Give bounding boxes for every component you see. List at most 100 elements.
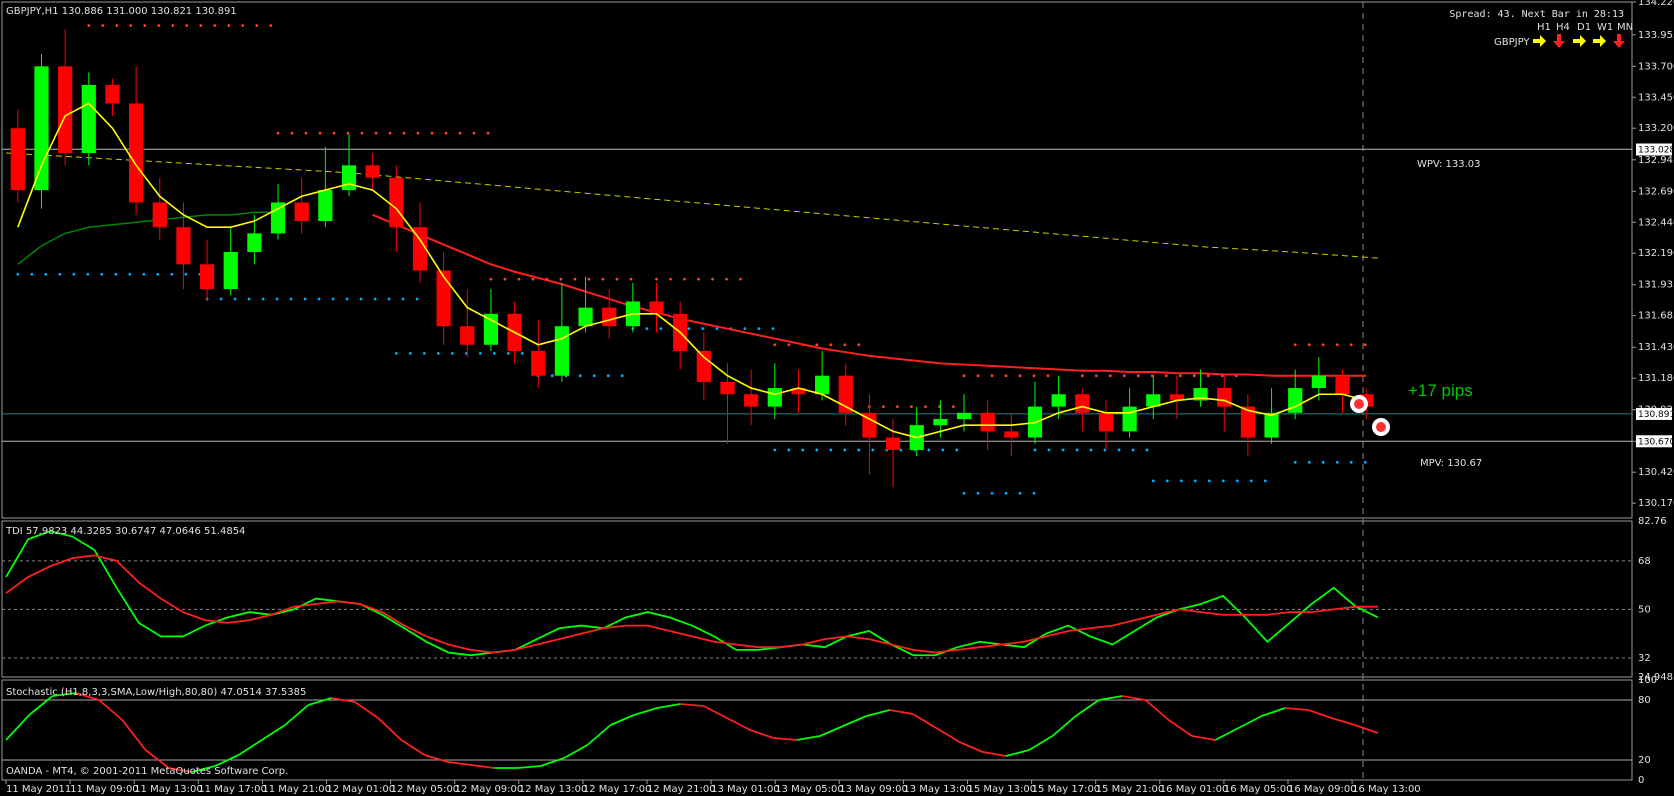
pivot-low-dot	[303, 297, 307, 301]
candle-body[interactable]	[1075, 394, 1090, 413]
pivot-high-dot	[290, 131, 294, 135]
candle-body[interactable]	[815, 375, 830, 395]
price-tick-label: 131.180	[1638, 373, 1674, 384]
pivot-low-dot	[289, 297, 293, 301]
price-tick-label: 133.700	[1638, 61, 1674, 72]
candle-body[interactable]	[412, 227, 428, 271]
pivot-high-dot	[559, 277, 563, 281]
candle-body[interactable]	[34, 66, 49, 191]
candle-body[interactable]	[1098, 412, 1114, 432]
candle-body[interactable]	[578, 307, 593, 327]
pivot-low-dot	[606, 374, 610, 378]
candle-body[interactable]	[223, 251, 238, 290]
pivot-high-dot	[601, 277, 605, 281]
time-tick-label: 11 May 2011	[6, 784, 71, 795]
candle-body[interactable]	[318, 190, 333, 222]
pivot-high-dot	[1206, 374, 1210, 378]
pivot-low-dot	[990, 491, 994, 495]
pivot-low-dot	[506, 352, 510, 355]
price-tick-label: 131.685	[1638, 311, 1674, 322]
candle-body[interactable]	[199, 264, 215, 290]
candle-body[interactable]	[1193, 388, 1208, 401]
candle-body[interactable]	[460, 326, 475, 345]
candle-body[interactable]	[1122, 406, 1137, 432]
candle-body[interactable]	[838, 375, 853, 413]
candle-body[interactable]	[1004, 431, 1019, 438]
stoch-segment	[191, 765, 216, 773]
stoch-segment	[680, 703, 704, 707]
candle-body[interactable]	[58, 66, 73, 153]
stoch-panel[interactable]	[1, 679, 1633, 781]
stoch-tick-label: 100	[1638, 675, 1657, 686]
candle-body[interactable]	[365, 165, 380, 178]
pivot-high-dot	[241, 24, 245, 27]
candle-body[interactable]	[341, 165, 357, 191]
candle-body[interactable]	[129, 103, 144, 203]
pivot-low-dot	[843, 448, 847, 452]
candle-body[interactable]	[270, 202, 286, 234]
price-marker-box	[1636, 435, 1672, 448]
candle-body[interactable]	[531, 350, 546, 376]
symbol-header: GBPJPY,H1 130.886 131.000 130.821 130.89…	[6, 6, 237, 17]
candle-body[interactable]	[1169, 394, 1185, 401]
candle-body[interactable]	[247, 233, 262, 252]
candle-body[interactable]	[720, 381, 735, 395]
price-tick-label: 133.200	[1638, 123, 1674, 134]
candle-body[interactable]	[10, 128, 25, 191]
candle-body[interactable]	[1240, 406, 1255, 438]
trade-exit-marker[interactable]	[1372, 418, 1390, 436]
candle-body[interactable]	[152, 202, 167, 228]
stoch-segment	[75, 692, 100, 701]
pivot-high-dot	[374, 131, 378, 135]
candle-body[interactable]	[744, 394, 759, 407]
candle-body[interactable]	[1051, 394, 1066, 407]
candle-body[interactable]	[554, 326, 569, 376]
time-tick-label: 13 May 05:00	[775, 784, 844, 795]
pivot-low-dot	[58, 272, 62, 276]
stoch-segment	[1051, 715, 1077, 737]
pivot-low-dot	[478, 352, 482, 355]
main-panel[interactable]	[1, 1, 1633, 519]
candle-body[interactable]	[436, 270, 451, 327]
candle-body[interactable]	[1264, 412, 1279, 438]
candle-body[interactable]	[1288, 388, 1303, 413]
pivot-high-dot	[962, 374, 966, 378]
candle-body[interactable]	[1146, 394, 1161, 407]
tdi-panel[interactable]	[1, 520, 1633, 678]
pivot-low-dot	[1307, 460, 1311, 464]
candle-body[interactable]	[483, 313, 499, 345]
pivot-low-dot	[1018, 491, 1022, 495]
stoch-segment	[1098, 695, 1123, 701]
pivot-low-dot	[1235, 479, 1239, 483]
candle-body[interactable]	[791, 388, 806, 395]
candle-body[interactable]	[176, 227, 191, 265]
candle-body[interactable]	[696, 350, 711, 382]
candle-body[interactable]	[933, 419, 948, 426]
candle-body[interactable]	[81, 84, 96, 153]
candle-body[interactable]	[862, 412, 877, 438]
candle-body[interactable]	[1335, 375, 1350, 395]
candle-body[interactable]	[885, 437, 901, 450]
arrow-right-icon	[1573, 35, 1586, 47]
candle-body[interactable]	[294, 202, 309, 222]
candle-body[interactable]	[980, 412, 995, 432]
candle-body[interactable]	[602, 307, 617, 327]
arrow-right-icon	[1593, 35, 1606, 47]
candle-body[interactable]	[105, 84, 120, 104]
price-tick-label: 132.945	[1638, 155, 1674, 166]
candle-body[interactable]	[389, 177, 404, 228]
pivot-low-dot	[771, 327, 775, 331]
candle-body[interactable]	[1311, 375, 1326, 389]
pivot-high-dot	[1004, 374, 1008, 378]
candle-body[interactable]	[649, 301, 664, 314]
stoch-segment	[912, 713, 937, 729]
pivot-low-dot	[492, 352, 496, 355]
pivot-low-dot	[408, 352, 412, 355]
candle-body[interactable]	[767, 388, 782, 407]
candle-body[interactable]	[1217, 388, 1232, 407]
trade-entry-marker[interactable]	[1350, 395, 1368, 413]
candle-body[interactable]	[956, 412, 972, 420]
stoch-segment	[982, 751, 1007, 757]
pivot-low-dot	[72, 272, 76, 276]
